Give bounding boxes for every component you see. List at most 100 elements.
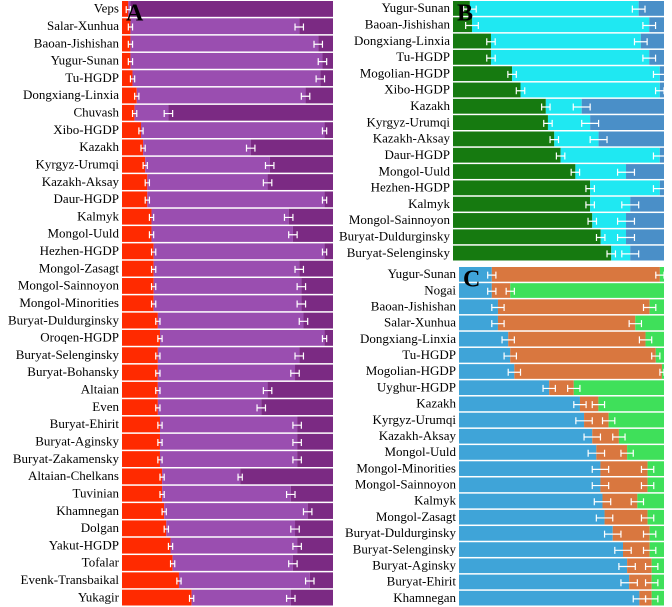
error-bar: [621, 201, 640, 209]
row-label: Mongol-Uuld: [385, 444, 457, 459]
error-bar: [290, 525, 300, 533]
bar-segment: [122, 226, 152, 242]
bar-segment: [647, 461, 664, 476]
error-bar: [507, 368, 522, 376]
bar-segment: [471, 17, 650, 33]
error-bar: [176, 577, 182, 585]
error-bar: [620, 449, 634, 457]
bar-segment: [459, 461, 601, 476]
bar-segment: [459, 428, 593, 444]
bar-segment: [292, 226, 333, 242]
bar-segment: [459, 477, 601, 493]
error-bar: [595, 514, 614, 522]
bar-segment: [297, 451, 333, 467]
bar-segment: [157, 364, 296, 381]
error-bar: [465, 21, 479, 29]
bar-segment: [459, 299, 498, 315]
error-bar: [159, 490, 165, 498]
bar-segment: [554, 131, 599, 147]
bar-segment: [608, 412, 664, 428]
error-bar: [595, 234, 606, 242]
bar-segment: [459, 574, 630, 590]
bar-segment: [453, 17, 472, 33]
bar-segment: [122, 503, 165, 519]
error-bar: [300, 92, 311, 100]
bar-segment: [459, 347, 511, 363]
bar-segment: [122, 416, 160, 433]
error-bar: [591, 482, 610, 490]
error-bar: [585, 185, 595, 193]
row-label: Salar-Xunhua: [384, 315, 456, 330]
error-bar: [292, 456, 302, 464]
row-label: Chuvash: [74, 105, 120, 120]
bar-segment: [581, 98, 664, 114]
error-bar: [256, 404, 267, 412]
bar-segment: [604, 509, 648, 525]
error-bar: [167, 542, 174, 550]
row-label: Baoan-Jishishan: [34, 35, 120, 50]
error-bar: [138, 127, 144, 135]
row-label: Khamnegan: [56, 503, 119, 518]
bar-segment: [122, 381, 158, 398]
bar-segment: [122, 104, 135, 121]
bar-segment: [637, 493, 664, 509]
bar-segment: [250, 139, 333, 156]
bar-segment: [122, 347, 158, 364]
error-bar: [618, 563, 636, 571]
bar-segment: [157, 347, 300, 364]
row-label: Baoan-Jishishan: [371, 298, 457, 313]
bar-segment: [122, 260, 154, 277]
error-bar: [163, 110, 174, 118]
error-bar: [264, 161, 275, 169]
error-bar: [134, 92, 140, 100]
error-bar: [542, 384, 556, 392]
bar-segment: [122, 537, 171, 554]
bar-segment: [297, 433, 333, 450]
error-bar: [616, 234, 636, 242]
error-bar: [573, 401, 587, 409]
error-bar: [631, 5, 646, 13]
bar-segment: [497, 299, 650, 315]
bar-segment: [508, 331, 646, 347]
row-label: Mongol-Sainnoyon: [18, 278, 120, 293]
row-label: Evenk-Transbaikal: [21, 572, 120, 587]
bar-segment: [459, 509, 605, 525]
row-label: Buryat-Selenginsky: [16, 347, 120, 362]
error-bar: [659, 368, 665, 376]
bar-segment: [491, 267, 660, 282]
error-bar: [321, 127, 328, 135]
row-label: Kazakh-Aksay: [373, 131, 451, 146]
row-label: Mogolian-HGDP: [366, 363, 456, 378]
row-label: Daur-HGDP: [54, 191, 119, 206]
bar-segment: [153, 278, 302, 294]
bar-segment: [324, 329, 333, 346]
error-bar: [628, 320, 643, 328]
row-label: Yakut-HGDP: [49, 537, 119, 552]
error-bar: [587, 449, 606, 457]
error-bar: [575, 417, 593, 425]
bar-segment: [453, 33, 491, 49]
bar-segment: [649, 17, 664, 33]
bar-segment: [579, 396, 599, 412]
error-bar: [302, 508, 313, 516]
bar-segment: [267, 381, 333, 398]
error-bar: [321, 248, 328, 256]
error-bar: [606, 250, 617, 258]
bar-segment: [514, 364, 662, 379]
bar-segment: [453, 180, 591, 196]
error-bar: [642, 303, 657, 311]
bar-segment: [191, 589, 291, 606]
bar-segment: [290, 485, 333, 502]
error-bar: [262, 387, 273, 395]
bar-segment: [649, 542, 664, 557]
row-label: Kalmyk: [77, 208, 119, 223]
error-bar: [515, 87, 526, 95]
row-label: Buryat-Ehirit: [50, 416, 120, 431]
row-label: Buryat-Duldurginsky: [345, 525, 456, 540]
bar-segment: [520, 82, 660, 98]
bar-segment: [510, 347, 656, 363]
error-bar: [127, 58, 134, 66]
error-bar: [593, 498, 612, 506]
bar-segment: [305, 87, 333, 104]
